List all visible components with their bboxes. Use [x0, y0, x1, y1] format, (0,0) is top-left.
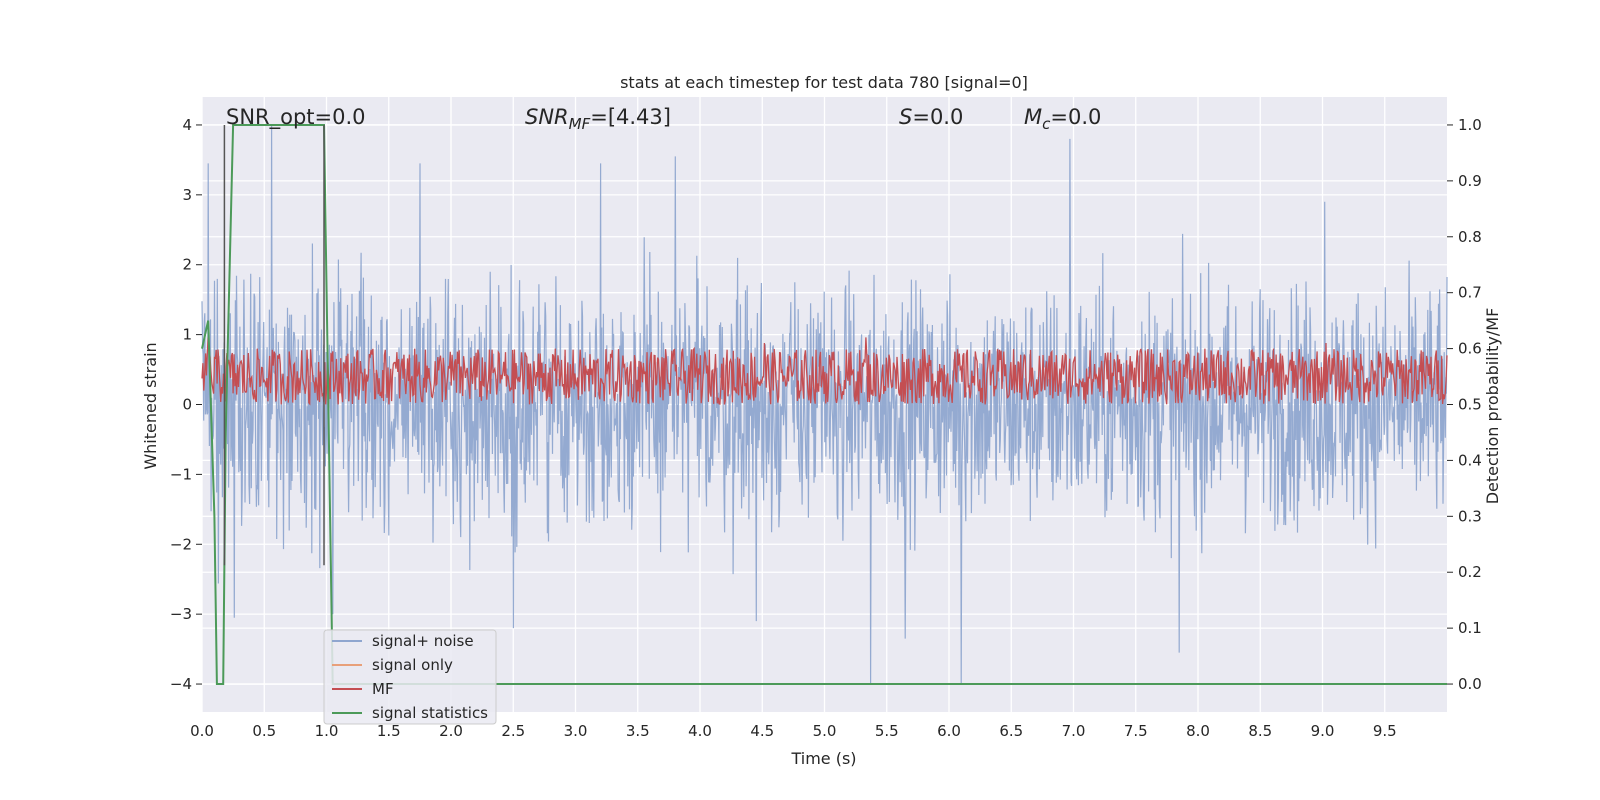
x-tick-label: 2.5 — [501, 722, 525, 740]
x-tick-label: 0.0 — [190, 722, 214, 740]
annotation-snr-mf: SNRMF=[4.43] — [525, 105, 671, 133]
y2-tick-label: 0.3 — [1458, 507, 1482, 525]
x-tick-label: 1.0 — [315, 722, 339, 740]
legend-item-signal-noise: signal+ noise — [332, 632, 474, 650]
x-tick-label: 0.5 — [252, 722, 276, 740]
x-tick-label: 9.0 — [1311, 722, 1335, 740]
y2-tick-label: 0.9 — [1458, 172, 1482, 190]
y-tick-label: −2 — [170, 535, 192, 553]
legend: signal+ noise signal only MF signal stat… — [323, 629, 497, 725]
legend-item-signal-statistics: signal statistics — [332, 704, 488, 722]
y-tick-label: −4 — [170, 675, 192, 693]
x-tick-label: 6.0 — [937, 722, 961, 740]
y-tick-label: 2 — [182, 256, 192, 274]
x-tick-label: 4.0 — [688, 722, 712, 740]
x-axis-label: Time (s) — [790, 749, 856, 768]
x-tick-label: 4.5 — [750, 722, 774, 740]
legend-label-signal-only: signal only — [372, 656, 453, 674]
y2-tick-label: 0.8 — [1458, 228, 1482, 246]
x-tick-label: 3.5 — [626, 722, 650, 740]
y2-axis-ticks: 1.0 0.9 0.8 0.7 0.6 0.5 0.4 0.3 0.2 0.1 0.0 — [1447, 116, 1482, 693]
chart-title: stats at each timestep for test data 780… — [620, 73, 1028, 92]
y-tick-label: −3 — [170, 605, 192, 623]
x-tick-label: 6.5 — [999, 722, 1023, 740]
series-signal-noise-line — [201, 124, 1448, 685]
annotation-mc: Mc=0.0 — [1024, 105, 1101, 133]
y2-tick-label: 0.1 — [1458, 619, 1482, 637]
y2-tick-label: 0.0 — [1458, 675, 1482, 693]
y-axis-ticks: 4 3 2 1 0 −1 −2 −3 −4 — [170, 116, 202, 693]
x-tick-label: 8.0 — [1186, 722, 1210, 740]
x-tick-label: 2.0 — [439, 722, 463, 740]
legend-label-mf: MF — [372, 680, 394, 698]
y-tick-label: −1 — [170, 465, 192, 483]
annotation-snr-opt: SNR_opt=0.0 — [226, 105, 366, 130]
y2-tick-label: 0.6 — [1458, 340, 1482, 358]
x-tick-label: 7.0 — [1062, 722, 1086, 740]
series-mf-line — [201, 337, 1448, 406]
vertical-markers — [223, 124, 325, 566]
y2-tick-label: 0.2 — [1458, 563, 1482, 581]
y2-axis-label: Detection probability/MF — [1483, 308, 1502, 505]
legend-item-mf: MF — [332, 680, 394, 698]
legend-label-signal-statistics: signal statistics — [372, 704, 488, 722]
annotation-s: S=0.0 — [899, 105, 963, 129]
x-tick-label: 5.5 — [875, 722, 899, 740]
legend-label-signal-noise: signal+ noise — [372, 632, 474, 650]
y2-tick-label: 0.7 — [1458, 284, 1482, 302]
x-tick-label: 1.5 — [377, 722, 401, 740]
y2-tick-label: 0.5 — [1458, 396, 1482, 414]
x-tick-label: 9.5 — [1373, 722, 1397, 740]
x-tick-label: 5.0 — [813, 722, 837, 740]
y2-tick-label: 1.0 — [1458, 116, 1482, 134]
legend-item-signal-only: signal only — [332, 656, 453, 674]
y-tick-label: 1 — [182, 326, 192, 344]
x-tick-label: 8.5 — [1248, 722, 1272, 740]
y-tick-label: 0 — [182, 396, 192, 414]
y-tick-label: 3 — [182, 186, 192, 204]
x-axis-ticks: 0.0 0.5 1.0 1.5 2.0 2.5 3.0 3.5 4.0 4.5 5.0 5.5 6.0 6… — [190, 722, 1397, 740]
x-tick-label: 3.0 — [564, 722, 588, 740]
y2-tick-label: 0.4 — [1458, 451, 1482, 469]
y-tick-label: 4 — [182, 116, 192, 134]
x-tick-label: 7.5 — [1124, 722, 1148, 740]
y-axis-label: Whitened strain — [141, 342, 160, 469]
legend-box — [323, 629, 497, 725]
